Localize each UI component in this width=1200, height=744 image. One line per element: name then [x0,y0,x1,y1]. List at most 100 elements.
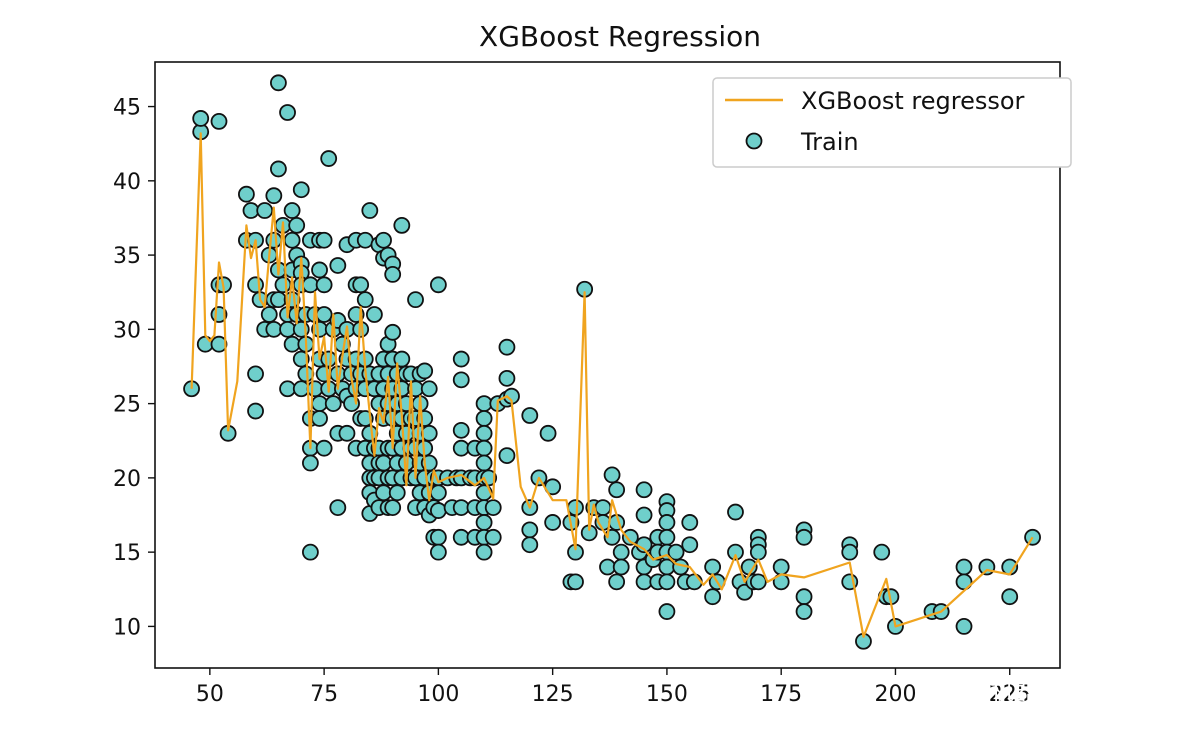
train-point [270,291,287,309]
train-point [475,395,493,413]
legend-box [712,77,1072,168]
train-point [484,499,502,516]
legend-marker-swatch [745,132,763,150]
train-point [210,335,228,353]
train-point [420,380,438,398]
train-point [356,231,374,249]
train-point [452,421,470,439]
train-point [315,306,333,323]
train-point [452,439,470,457]
train-point [393,350,411,368]
x-tick-label: 150 [646,682,688,707]
train-point [270,74,287,92]
train-point [338,424,356,442]
train-point [375,454,392,472]
train-point [603,466,621,484]
train-point [329,499,347,516]
train-point [955,558,973,576]
train-point [292,350,310,368]
legend-label-train: Train [800,128,859,156]
train-point [365,306,383,323]
train-point [283,231,301,249]
train-point [608,481,626,499]
train-point [247,365,264,383]
plot-frame [154,61,1061,669]
train-point [247,402,264,420]
regressor-line [190,132,1034,638]
train-point [238,185,255,203]
train-point [795,588,813,606]
legend-label-regressor: XGBoost regressor [801,87,1025,115]
train-point [315,276,333,294]
train-point [795,603,813,620]
train-point [612,543,630,561]
train-point [978,558,996,576]
chart-title: XGBoost Regression [479,20,761,53]
train-point [329,257,347,274]
train-point [397,424,415,442]
watermark: 机器学习研习院 [990,677,1158,705]
train-point [279,104,296,121]
train-point [429,502,447,519]
train-point [352,276,370,294]
x-tick-label: 75 [310,682,338,707]
train-point [384,265,402,283]
x-axis: 50 75 100 125 150 175 200 225 [196,668,1031,707]
train-point [704,558,722,576]
y-tick-label: 15 [113,541,141,566]
train-point [475,410,493,427]
train-point [384,499,402,516]
train-point [311,410,328,427]
train-point [429,528,447,546]
train-point [658,573,676,591]
train-point [270,160,287,178]
y-tick-label: 35 [113,244,141,269]
train-point [621,528,639,546]
train-point [608,573,626,591]
train-point [279,320,296,338]
train-point [685,573,703,591]
train-point [375,484,392,502]
train-point [306,380,324,398]
x-tick-label: 175 [760,682,802,707]
train-point [795,528,813,546]
train-point [521,407,539,424]
train-point [388,484,406,502]
train-point [521,536,539,554]
train-point [247,276,264,294]
y-tick-label: 10 [113,615,141,640]
train-point [658,558,676,576]
train-point [324,395,342,413]
y-axis: 10 15 20 25 30 35 40 45 [113,96,155,640]
train-point [265,320,283,338]
train-point [635,481,653,499]
train-point [297,365,315,383]
train-point [498,447,516,465]
train-point [283,202,301,219]
train-point [681,536,699,554]
train-point [955,618,973,635]
train-point [667,543,685,561]
legend: XGBoost regressor Train [712,77,1072,168]
train-point [599,558,616,576]
y-tick-label: 40 [113,170,141,195]
train-point [429,543,447,561]
train-point [256,202,274,219]
train-point [567,573,584,591]
train-point [475,514,493,531]
train-point [475,543,493,561]
y-tick-label: 20 [113,467,141,492]
train-point [498,338,516,356]
train-point [265,187,283,205]
train-point [452,350,470,368]
train-point [416,362,434,380]
x-tick-label: 100 [417,682,459,707]
train-point [311,261,328,279]
train-point [658,514,676,531]
train-point [749,573,767,591]
y-tick-label: 25 [113,393,141,418]
train-point [265,231,283,249]
train-point [736,583,754,601]
train-point [567,499,584,516]
